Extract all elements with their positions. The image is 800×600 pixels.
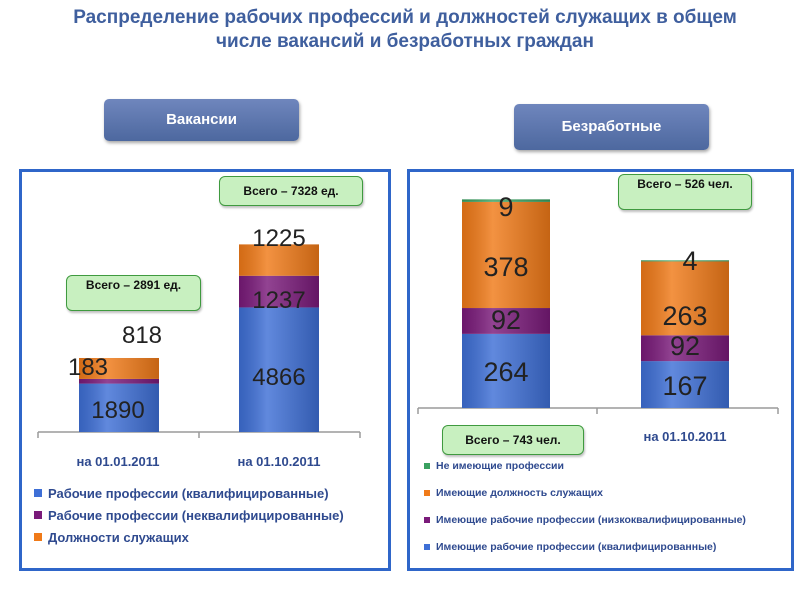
bar-segment-shade xyxy=(239,244,319,276)
bar-segment-shade xyxy=(641,260,729,262)
data-label: 264 xyxy=(483,357,528,387)
vacancies-total-2: Всего – 7328 ед. xyxy=(219,176,363,206)
legend-item: Имеющие рабочие профессии (низкоквалифиц… xyxy=(424,506,746,533)
data-label: 1237 xyxy=(252,287,305,314)
data-label: 92 xyxy=(491,305,521,335)
data-label: 263 xyxy=(662,301,707,331)
bar-segment-shade xyxy=(462,201,550,309)
data-label: 4 xyxy=(682,246,697,276)
bar-segment-shade xyxy=(462,333,550,408)
legend-swatch xyxy=(34,511,42,519)
bar-segment-shade xyxy=(462,199,550,202)
bar-segment-shade xyxy=(641,361,729,408)
legend-label: Имеющие рабочие профессии (низкоквалифиц… xyxy=(436,513,746,526)
bar-segment-shade xyxy=(79,378,159,384)
legend-swatch xyxy=(424,516,430,523)
legend-label: Должности служащих xyxy=(48,529,189,545)
legend-swatch xyxy=(34,533,42,541)
unemployed-header: Безработные xyxy=(514,104,709,150)
legend-item: Имеющие рабочие профессии (квалифицирова… xyxy=(424,533,746,560)
data-label: 1225 xyxy=(252,225,305,252)
unemployed-total-1: Всего – 743 чел. xyxy=(442,425,584,455)
legend-item: Должности служащих xyxy=(34,526,344,548)
legend-label: Имеющие рабочие профессии (квалифицирова… xyxy=(436,540,717,553)
bar-segment-shade xyxy=(239,275,319,308)
bar-segment-shade xyxy=(462,308,550,334)
data-label: 378 xyxy=(483,252,528,282)
data-label: 4866 xyxy=(252,364,305,391)
legend-swatch xyxy=(424,489,430,496)
legend-label: Рабочие профессии (квалифицированные) xyxy=(48,485,329,501)
data-label: 183 xyxy=(68,354,108,381)
category-label: на 01.10.2011 xyxy=(237,454,320,469)
page-title: Распределение рабочих профессий и должно… xyxy=(73,7,737,52)
unemployed-total-2: Всего – 526 чел. xyxy=(618,174,752,210)
bar-segment-shade xyxy=(641,261,729,336)
bar-segment-shade xyxy=(641,335,729,362)
data-label: 818 xyxy=(122,322,162,349)
legend-swatch xyxy=(34,489,42,497)
vacancies-header: Вакансии xyxy=(104,99,299,141)
category-label: на 01.01.2011 xyxy=(76,454,159,469)
category-label: на 01.10.2011 xyxy=(643,429,726,444)
bar-segment-shade xyxy=(79,383,159,432)
legend-item: Рабочие профессии (неквалифицированные) xyxy=(34,504,344,526)
legend-swatch xyxy=(424,462,430,469)
data-label: 167 xyxy=(662,371,707,401)
unemployed-legend: Не имеющие профессии Имеющие должность с… xyxy=(424,452,746,560)
vacancies-total-1: Всего – 2891 ед. xyxy=(66,275,201,311)
data-label: 1890 xyxy=(91,397,144,424)
legend-item: Не имеющие профессии xyxy=(424,452,746,479)
bar-segment-shade xyxy=(239,307,319,432)
legend-label: Рабочие профессии (неквалифицированные) xyxy=(48,507,344,523)
vacancies-legend: Рабочие профессии (квалифицированные) Ра… xyxy=(34,482,344,548)
legend-item: Рабочие профессии (квалифицированные) xyxy=(34,482,344,504)
legend-swatch xyxy=(424,543,430,550)
legend-item: Имеющие должность служащих xyxy=(424,479,746,506)
legend-label: Имеющие должность служащих xyxy=(436,486,604,499)
data-label: 9 xyxy=(498,192,513,222)
data-label: 92 xyxy=(670,331,700,361)
bar-segment-shade xyxy=(79,357,159,379)
legend-label: Не имеющие профессии xyxy=(436,459,564,472)
